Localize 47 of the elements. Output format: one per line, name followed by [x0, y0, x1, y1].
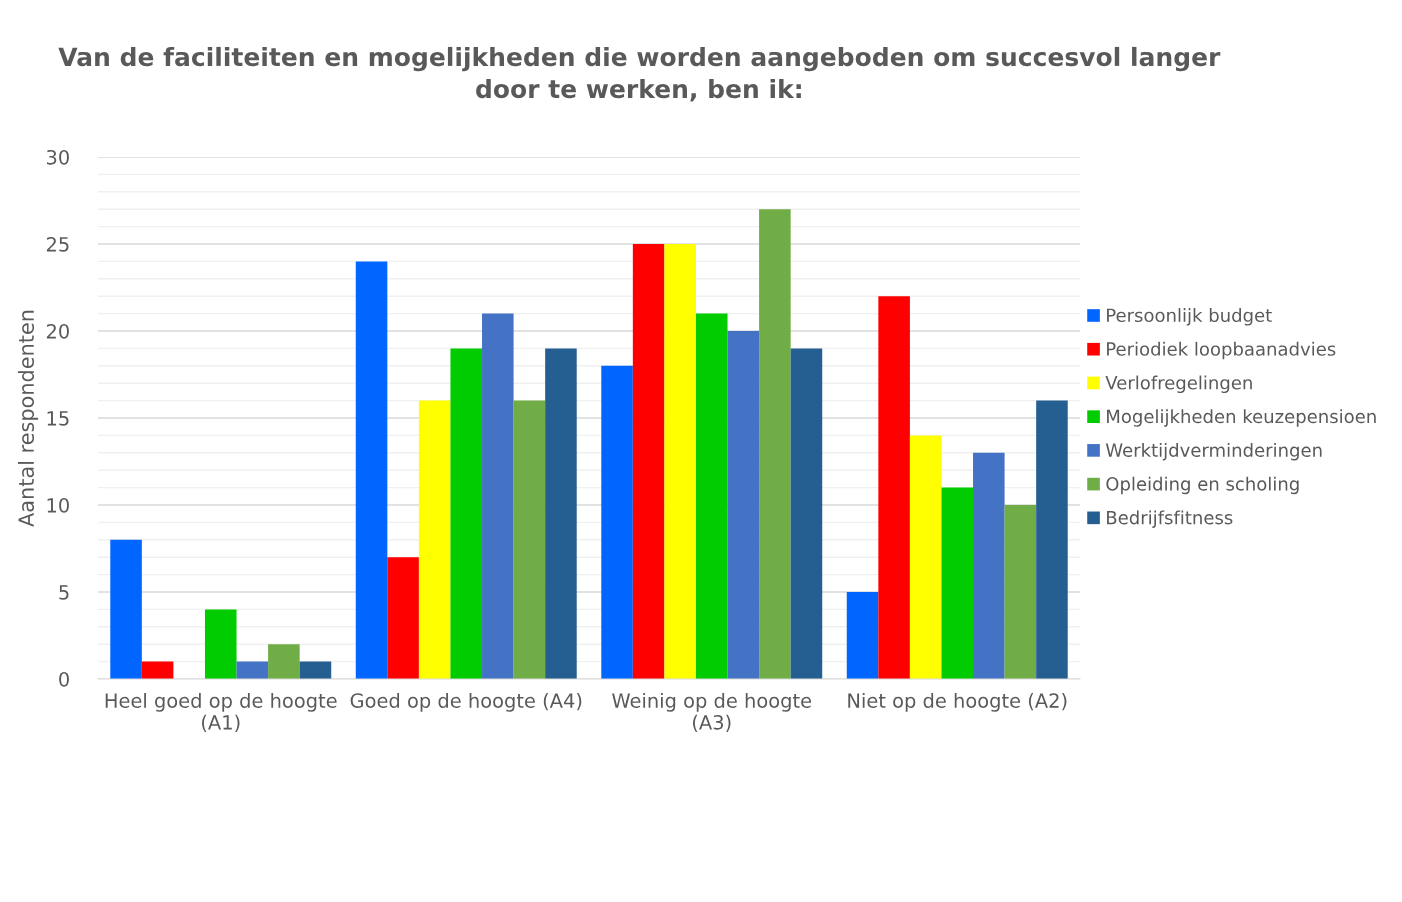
- bar: [545, 348, 577, 679]
- bar: [632, 244, 665, 679]
- x-tick-label: Heel goed op de hoogte (A1): [105, 692, 337, 732]
- bar: [418, 400, 451, 679]
- bar: [664, 244, 696, 679]
- legend-label: Mogelijkheden keuzepensioen: [1107, 409, 1376, 427]
- bar: [846, 592, 879, 679]
- legend-label: Werktijdverminderingen: [1105, 442, 1322, 461]
- y-axis-title: Aantal respondenten: [17, 310, 39, 527]
- bar: [695, 313, 728, 679]
- bar: [482, 313, 514, 679]
- chart-title: Van de faciliteiten en mogelijkheden die worden aangeboden om succesvol langer door te werken, ben ik:: [58, 46, 1221, 102]
- bar: [1004, 505, 1037, 679]
- bar: [387, 557, 419, 679]
- bar: [355, 261, 388, 679]
- y-tick-label: 0: [59, 671, 69, 687]
- bar: [141, 661, 174, 679]
- bar: [909, 435, 942, 679]
- bar: [601, 365, 633, 679]
- y-tick-label: 15: [47, 411, 69, 426]
- bar: [236, 661, 269, 679]
- bar: [878, 296, 910, 679]
- bar: [513, 400, 546, 679]
- legend-label: Bedrijfsfitness: [1107, 510, 1233, 528]
- bar: [110, 539, 142, 679]
- bar: [268, 644, 300, 679]
- y-tick-label: 20: [46, 323, 69, 339]
- x-tick-label: Weinig op de hoogte (A3): [612, 692, 812, 732]
- y-tick-label: 5: [59, 585, 69, 600]
- bar: [204, 609, 237, 679]
- y-tick-label: 30: [46, 149, 69, 165]
- bar: [450, 348, 483, 679]
- y-tick-label: 10: [47, 497, 69, 513]
- legend-label: Opleiding en scholing: [1106, 476, 1299, 495]
- y-tick-label: 25: [46, 236, 69, 252]
- bar: [790, 348, 823, 679]
- bar: [299, 661, 332, 679]
- x-tick-label: Goed op de hoogte (A4): [350, 692, 582, 712]
- bar: [973, 452, 1005, 679]
- bar: [1036, 400, 1068, 679]
- bar: [727, 331, 760, 679]
- legend-label: Periodiek loopbaanadvies: [1107, 341, 1336, 360]
- bar: [759, 209, 791, 679]
- legend-label: Persoonlijk budget: [1107, 308, 1272, 326]
- bar: [941, 487, 974, 679]
- x-tick-label: Niet op de hoogte (A2): [848, 692, 1067, 712]
- legend-label: Verlofregelingen: [1105, 375, 1252, 394]
